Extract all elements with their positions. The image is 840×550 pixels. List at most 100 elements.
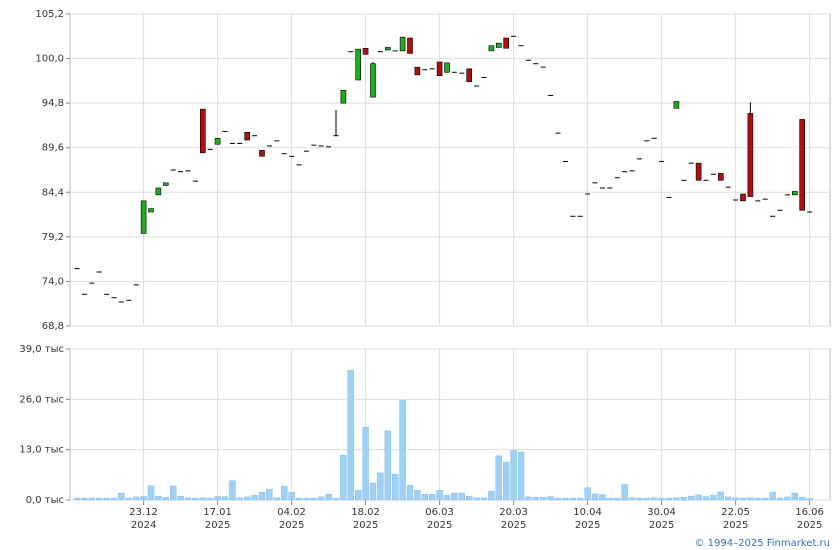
candle-body <box>444 62 450 73</box>
y-tick-label: 84,4 <box>42 187 64 198</box>
volume-bar <box>184 497 192 501</box>
x-tick-label: 22.05 <box>721 507 750 518</box>
candle-body <box>355 48 362 81</box>
volume-bar <box>517 451 525 501</box>
candle-body <box>200 108 206 154</box>
candle-body <box>399 36 406 52</box>
volume-bar <box>569 497 576 501</box>
x-tick-year: 2025 <box>427 520 452 531</box>
volume-bar <box>429 493 436 501</box>
volume-bar <box>769 492 776 501</box>
volume-bar <box>355 490 362 501</box>
volume-bar <box>73 497 81 501</box>
candle-body <box>244 131 250 141</box>
volume-bar <box>776 497 784 501</box>
y-tick-label: 89,6 <box>42 143 64 154</box>
volume-bar <box>503 461 510 501</box>
volume-bar <box>443 495 451 501</box>
volume-bar <box>414 490 421 501</box>
volume-bar <box>221 496 229 501</box>
volume-bar <box>636 497 643 501</box>
y-tick-label: 68,8 <box>42 321 64 332</box>
volume-bar <box>384 430 391 501</box>
volume-bar <box>325 493 332 501</box>
volume-bar <box>214 496 221 501</box>
volume-bar <box>473 497 480 501</box>
volume-bar <box>591 493 599 501</box>
volume-bar <box>495 455 502 501</box>
x-tick-year: 2025 <box>501 520 526 531</box>
volume-bar <box>606 497 613 501</box>
volume-bar <box>229 480 236 501</box>
volume-bar <box>525 496 532 501</box>
volume-bar <box>665 497 673 501</box>
volume-bar <box>310 497 317 501</box>
volume-bar <box>643 497 650 501</box>
volume-bar <box>125 497 133 501</box>
volume-bar <box>658 497 665 501</box>
volume-bar <box>421 493 428 501</box>
x-tick-label: 06.03 <box>425 507 454 518</box>
volume-bar <box>140 496 147 501</box>
y-tick-label: 79,2 <box>42 232 64 243</box>
volume-bar <box>466 495 473 501</box>
volume-bar <box>621 484 628 501</box>
candle-body <box>791 191 798 196</box>
y-tick-label: 94,8 <box>42 98 64 109</box>
volume-bar <box>192 497 199 501</box>
volume-bar <box>577 497 584 501</box>
volume-bar <box>673 497 680 501</box>
volume-bar <box>147 485 155 501</box>
volume-bar <box>732 497 739 501</box>
candle-body <box>163 182 169 186</box>
y-tick-label: 13,0 тыс <box>19 445 64 456</box>
volume-bar <box>599 494 606 501</box>
volume-bar <box>273 497 280 501</box>
volume-bar <box>702 496 710 501</box>
volume-bar <box>695 494 702 501</box>
x-tick-label: 30.04 <box>647 507 676 518</box>
x-tick-label: 20.03 <box>499 507 528 518</box>
x-tick-label: 04.02 <box>277 507 306 518</box>
candle-body <box>673 101 680 109</box>
volume-bar <box>532 497 539 501</box>
volume-bar <box>540 497 547 501</box>
volume-bar <box>340 454 347 501</box>
volume-bar <box>88 497 96 501</box>
y-tick-label: 74,0 <box>42 276 64 287</box>
x-tick-year: 2024 <box>131 520 156 531</box>
price-frame <box>69 13 831 327</box>
volume-bar <box>103 497 110 501</box>
candle-body <box>740 193 746 202</box>
volume-bar <box>281 485 288 501</box>
x-tick-year: 2025 <box>649 520 674 531</box>
candle-body <box>384 47 391 51</box>
volume-bar <box>266 488 273 501</box>
volume-bar <box>132 496 140 501</box>
volume-bar <box>614 497 621 501</box>
volume-bar <box>628 497 636 501</box>
x-tick-label: 17.01 <box>203 507 232 518</box>
x-tick-year: 2025 <box>575 520 600 531</box>
x-tick-year: 2025 <box>279 520 304 531</box>
y-tick-label: 100,0 <box>35 54 64 65</box>
volume-bar <box>155 495 162 501</box>
volume-bar <box>547 496 554 501</box>
volume-bar <box>480 497 488 501</box>
candle-body <box>414 66 421 76</box>
volume-bar <box>318 496 325 501</box>
footer: © 1994–2025 Finmarket.ru <box>694 538 830 549</box>
candle-body <box>259 149 265 157</box>
x-tick-label: 10.04 <box>573 507 602 518</box>
volume-bar <box>236 497 244 501</box>
volume-bar <box>747 497 754 501</box>
candle-body <box>370 63 376 98</box>
volume-frame <box>69 348 831 501</box>
volume-bar <box>95 497 103 501</box>
volume-bar <box>369 482 377 501</box>
volume-bar <box>680 497 687 501</box>
volume-bar <box>288 492 295 501</box>
candle-body <box>148 208 154 213</box>
volume-bar <box>406 485 414 501</box>
volume-bar <box>332 497 340 501</box>
